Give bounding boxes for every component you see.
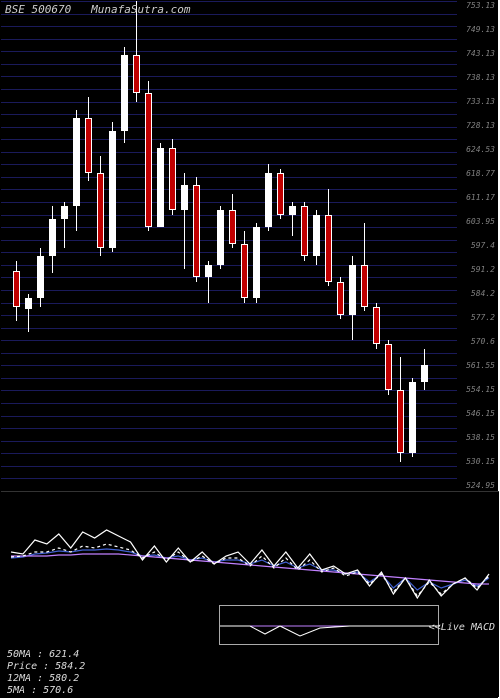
price-chart-pane: BSE 500670 MunafaSutra.com (1, 1, 459, 491)
live-macd-svg (220, 606, 440, 646)
ma5-label: 5MA : 570.6 (7, 685, 73, 696)
ma12-label: 12MA : 580.2 (7, 673, 79, 684)
symbol-label: BSE 500670 (5, 3, 71, 16)
price-y-axis: 753.13749.13743.13738.13733.13728.13624.… (457, 1, 497, 491)
chart-header: BSE 500670 MunafaSutra.com (5, 3, 190, 16)
stock-chart-container: BSE 500670 MunafaSutra.com 753.13749.137… (0, 0, 498, 698)
macd-indicator-pane: <<Live MACD (1, 491, 499, 651)
info-pane: 50MA : 621.4 Price : 584.2 12MA : 580.2 … (1, 649, 499, 697)
watermark-label: MunafaSutra.com (91, 3, 190, 16)
live-macd-inset (219, 605, 439, 645)
live-macd-label: <<Live MACD (429, 622, 495, 633)
price-label: Price : 584.2 (7, 661, 85, 672)
ma50-label: 50MA : 621.4 (7, 649, 79, 660)
